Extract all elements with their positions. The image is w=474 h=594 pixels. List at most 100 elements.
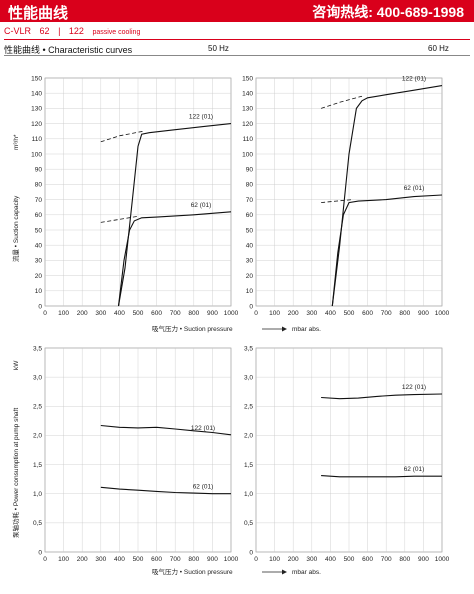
frequency-50hz: 50 Hz: [208, 44, 229, 53]
x-axis-unit-power: mbar abs.: [292, 569, 321, 576]
y-axis-label-capacity: 流量 • Suction capacity: [11, 195, 20, 262]
x-tick-label: 0: [43, 310, 47, 317]
x-tick-label: 1000: [224, 556, 239, 563]
y-tick-label: 140: [31, 91, 42, 98]
y-tick-label: 2,5: [33, 404, 42, 411]
series-label: 62 (01): [404, 185, 425, 192]
y-tick-label: 30: [246, 258, 254, 265]
y-tick-label: 2,5: [244, 404, 253, 411]
y-tick-label: 2,0: [33, 433, 42, 440]
series-line: [100, 486, 231, 495]
series-label: 62 (01): [193, 484, 214, 491]
x-tick-label: 700: [170, 310, 181, 317]
y-tick-label: 150: [31, 75, 42, 82]
series-label: 122 (01): [402, 384, 426, 391]
y-tick-label: 100: [31, 151, 42, 158]
y-tick-label: 3,5: [33, 345, 42, 352]
series-line: [117, 123, 232, 307]
y-tick-label: 100: [242, 151, 253, 158]
chart-power-50hz: 0 100 200 300 400 500 600 700 800 900 1000 0 0,5 1,0 1…: [33, 345, 239, 563]
series-line-dashed: [100, 130, 144, 143]
header-divider: [4, 39, 470, 40]
series-label: 62 (01): [191, 202, 212, 209]
x-tick-label: 900: [207, 310, 218, 317]
x-tick-label: 1000: [435, 556, 450, 563]
y-tick-label: 2,0: [244, 433, 253, 440]
series-line-dashed: [320, 95, 363, 109]
model-name: C-VLR: [4, 26, 32, 36]
x-tick-label: 300: [95, 556, 106, 563]
x-tick-label: 200: [77, 310, 88, 317]
x-tick-label: 400: [114, 310, 125, 317]
series-line-dashed: [321, 199, 353, 203]
x-tick-label: 600: [362, 310, 373, 317]
x-tick-label: 1000: [224, 310, 239, 317]
x-tick-label: 200: [288, 556, 299, 563]
x-tick-label: 0: [43, 556, 47, 563]
x-axis-arrowhead-capacity: [282, 326, 287, 332]
x-tick-label: 100: [58, 310, 69, 317]
x-tick-label: 800: [188, 556, 199, 563]
y-tick-label: 90: [35, 167, 43, 174]
series-line: [117, 211, 232, 307]
x-tick-label: 600: [151, 556, 162, 563]
chart-power-60hz: 0 100 200 300 400 500 600 700 800 900 1000 0 0,5 1,0 1…: [244, 345, 450, 563]
x-tick-label: 1000: [435, 310, 450, 317]
x-tick-label: 400: [325, 556, 336, 563]
y-tick-label: 120: [31, 121, 42, 128]
x-tick-label: 900: [207, 556, 218, 563]
x-tick-label: 500: [344, 310, 355, 317]
y-tick-label: 0,5: [244, 520, 253, 527]
y-tick-label: 50: [246, 227, 254, 234]
y-tick-label: 20: [246, 273, 254, 280]
hotline-text: 咨询热线: 400-689-1998: [312, 4, 464, 20]
x-tick-label: 100: [269, 310, 280, 317]
y-tick-label: 10: [246, 288, 254, 295]
series-line: [321, 475, 442, 478]
y-tick-label: 3,0: [244, 374, 253, 381]
y-tick-label: 140: [242, 91, 253, 98]
y-tick-label: 0: [249, 303, 253, 310]
series-label: 62 (01): [404, 466, 425, 473]
y-tick-label: 3,0: [33, 374, 42, 381]
series-line: [331, 85, 443, 307]
model-divider: |: [58, 26, 61, 36]
series-line: [100, 424, 232, 436]
y-tick-label: 120: [242, 121, 253, 128]
x-tick-label: 800: [399, 556, 410, 563]
y-tick-label: 50: [35, 227, 43, 234]
x-tick-label: 100: [269, 556, 280, 563]
y-tick-label: 1,0: [33, 491, 42, 498]
x-tick-label: 900: [418, 310, 429, 317]
y-tick-label: 110: [32, 136, 43, 143]
series-label: 122 (01): [191, 425, 215, 432]
x-tick-label: 800: [188, 310, 199, 317]
series-line: [321, 393, 443, 400]
header-title: 性能曲线: [8, 5, 69, 22]
y-tick-label: 30: [35, 258, 43, 265]
x-axis-arrowhead-power: [282, 569, 287, 575]
x-tick-label: 300: [306, 556, 317, 563]
subtitle-divider: [4, 55, 470, 56]
x-tick-label: 0: [254, 556, 258, 563]
x-tick-label: 700: [170, 556, 181, 563]
frequency-60hz: 60 Hz: [428, 44, 449, 53]
x-tick-label: 700: [381, 310, 392, 317]
section-subtitle: 性能曲线 • Characteristic curves: [4, 45, 133, 55]
x-axis-label-capacity: 吸气压力 • Suction pressure: [152, 324, 233, 333]
header-bar: 性能曲线 咨询热线: 400-689-1998: [0, 0, 474, 22]
x-tick-label: 800: [399, 310, 410, 317]
y-axis-unit-capacity: m³/h*: [13, 134, 20, 150]
y-tick-label: 90: [246, 167, 254, 174]
x-tick-label: 500: [133, 556, 144, 563]
x-tick-label: 900: [418, 556, 429, 563]
chart-capacity-50hz: 0 100 200 300 400 500 600 700 800 900 1000 0 10 20 30 4…: [31, 75, 238, 317]
y-tick-label: 70: [246, 197, 254, 204]
y-tick-label: 0: [38, 549, 42, 556]
y-tick-label: 0: [38, 303, 42, 310]
x-tick-label: 300: [95, 310, 106, 317]
x-axis-label-power: 吸气压力 • Suction pressure: [152, 567, 233, 576]
y-tick-label: 130: [31, 106, 42, 113]
series-line: [331, 194, 443, 307]
